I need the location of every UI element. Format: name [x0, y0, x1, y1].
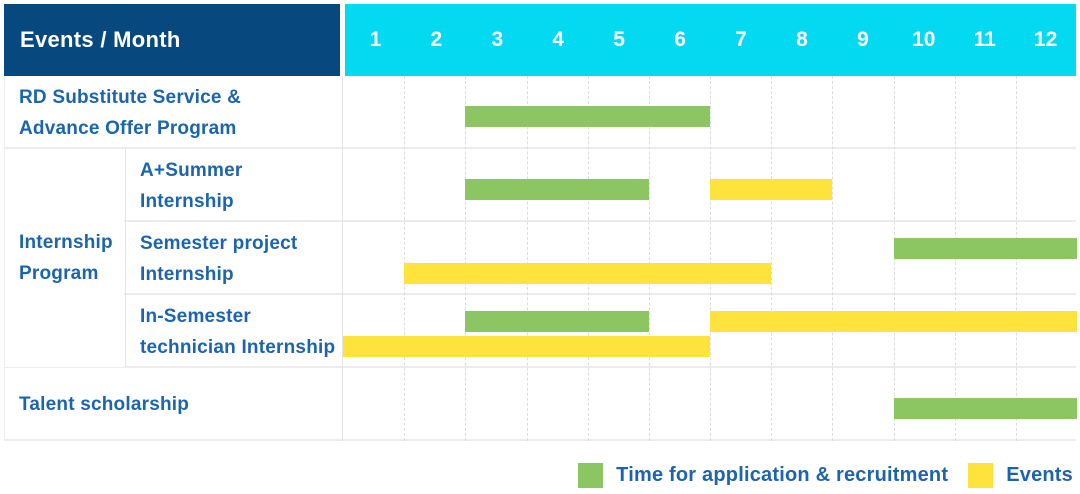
table-row [5, 149, 1076, 222]
legend-swatch-recruitment [578, 462, 604, 488]
legend-label-events: Events [1006, 463, 1073, 486]
gantt-bar-recruitment [465, 179, 649, 200]
gantt-table: Events / Month 1 2 3 4 5 6 7 8 9 10 11 12 RD Substi… [4, 4, 1077, 441]
gantt-bar-recruitment [893, 398, 1077, 419]
corner-header-label: Events / Month [20, 27, 181, 52]
month-header-cell: 9 [856, 28, 869, 51]
month-axis: 1 2 3 4 5 6 7 8 9 10 11 12 [345, 4, 1076, 76]
table-row [5, 368, 1076, 441]
gantt-bar-events [343, 336, 710, 357]
month-gridline [771, 76, 773, 441]
group-label-internship-program: Internship Program [5, 149, 124, 367]
month-header-cell: 6 [674, 28, 686, 51]
month-gridline [587, 76, 589, 441]
table-header: Events / Month 1 2 3 4 5 6 7 8 9 10 11 12 [4, 4, 1076, 76]
table-row [5, 222, 1076, 295]
month-header-cell: 3 [491, 28, 504, 51]
gantt-bar-recruitment [465, 311, 649, 332]
month-gridline [526, 76, 528, 441]
month-header-cell: 2 [430, 28, 443, 51]
gantt-bar-events [404, 263, 772, 284]
row-label-in-semester-technician: In-Semester technician Internship [140, 305, 336, 358]
table-row [5, 295, 1076, 368]
sublabel-divider [125, 149, 126, 367]
legend-swatch-events [968, 462, 994, 488]
month-header-cell: 5 [613, 28, 625, 51]
table-body: RD Substitute Service & Advance Offer Pr… [4, 76, 1077, 441]
row-label-rd-substitute: RD Substitute Service & Advance Offer Pr… [19, 86, 242, 139]
row-label-a-plus-summer: A+Summer Internship [140, 159, 243, 212]
month-header-cell: 4 [552, 28, 565, 51]
month-gridline [648, 76, 650, 441]
gantt-bar-recruitment [465, 106, 710, 127]
row-label-semester-project: Semester project Internship [140, 232, 298, 285]
month-gridline [404, 76, 406, 441]
gantt-grid [343, 76, 1077, 441]
month-gridline [465, 76, 467, 441]
month-header-cell: 1 [369, 28, 382, 51]
label-grid-divider [342, 76, 343, 441]
gantt-bar-events [710, 179, 833, 200]
row-label-talent-scholarship: Talent scholarship [19, 394, 190, 415]
legend-label-recruitment: Time for application & recruitment [616, 463, 949, 486]
legend: Time for application & recruitment Event… [578, 461, 1073, 489]
corner-header-cell: Events / Month [4, 4, 340, 76]
gantt-bar-recruitment [893, 238, 1077, 259]
table-row [5, 76, 1076, 149]
month-header-cell: 7 [735, 28, 747, 51]
month-gridline [710, 76, 711, 441]
month-header-cell: 10 [912, 28, 936, 51]
month-header-cell: 12 [1033, 28, 1058, 51]
gantt-bar-events [710, 311, 1077, 332]
month-gridline [832, 76, 834, 441]
month-header-cell: 8 [796, 28, 808, 51]
month-header-cell: 11 [973, 28, 996, 51]
